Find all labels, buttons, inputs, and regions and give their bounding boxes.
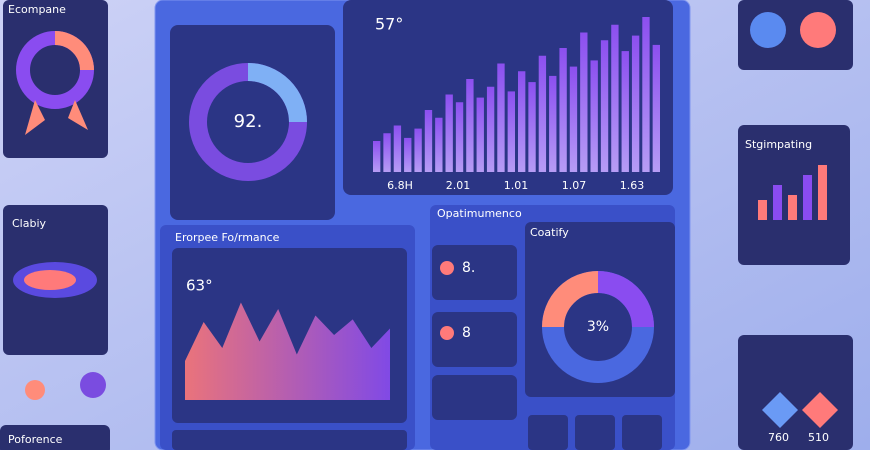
small-bar — [773, 185, 782, 220]
bar — [466, 79, 474, 172]
bar — [518, 71, 526, 172]
item-value: 8. — [462, 260, 475, 276]
card-number: 510 — [808, 431, 829, 444]
ribbon — [25, 100, 88, 135]
bar — [631, 35, 640, 172]
bar — [652, 44, 660, 172]
card-number: 760 — [768, 431, 789, 444]
bar — [507, 91, 515, 172]
diamond — [802, 392, 838, 428]
bar — [600, 40, 609, 172]
pin — [440, 326, 454, 340]
gauge-panel — [170, 25, 335, 220]
bar — [424, 110, 433, 172]
bar — [569, 66, 578, 172]
ellipse — [24, 270, 76, 290]
area — [185, 302, 390, 400]
bar-label: 1.07 — [562, 179, 587, 192]
flower — [25, 380, 45, 400]
card-title: Stgimpating — [745, 138, 812, 151]
flower — [80, 372, 106, 398]
bar — [559, 48, 567, 172]
bar — [580, 32, 588, 172]
bar — [590, 60, 598, 172]
diamond — [762, 392, 798, 428]
donut-segment — [597, 271, 654, 328]
card — [0, 425, 110, 454]
card-title: Clabiy — [12, 217, 47, 230]
small-bar — [803, 175, 812, 220]
bar — [383, 133, 391, 172]
bar — [642, 17, 650, 172]
bar — [549, 75, 557, 172]
item — [432, 245, 517, 300]
icon-tile — [622, 415, 662, 450]
bar — [621, 51, 629, 172]
performance-title: Erorpee Fo/rmance — [175, 231, 280, 244]
bar — [538, 55, 547, 172]
pin — [440, 261, 454, 275]
bar-label: 1.01 — [504, 179, 529, 192]
optimum-title: Opatimumenco — [437, 207, 522, 220]
area-value: 63° — [186, 277, 213, 295]
bar-label: 1.63 — [620, 179, 645, 192]
bar — [373, 141, 381, 172]
bar — [393, 125, 402, 172]
circle — [800, 12, 836, 48]
bar-label: 2.01 — [446, 179, 471, 192]
bar — [445, 94, 453, 172]
bar — [476, 97, 484, 172]
small-bar — [788, 195, 797, 220]
ring-segment — [54, 31, 94, 71]
item — [432, 312, 517, 367]
bar — [414, 128, 422, 172]
donut-title: Coatify — [530, 226, 569, 239]
bar — [486, 86, 495, 172]
donut-segment — [542, 271, 599, 328]
small-bar — [758, 200, 767, 220]
bar — [404, 137, 412, 172]
card-title: Poforence — [8, 433, 63, 446]
bar-label: 6.8H — [387, 179, 413, 192]
circle — [750, 12, 786, 48]
item-value: 8 — [462, 325, 471, 341]
bar-title: 57° — [375, 15, 403, 34]
gauge-segment — [247, 63, 307, 123]
bar — [497, 63, 505, 172]
card — [738, 335, 853, 450]
icon-tile — [575, 415, 615, 450]
card-title: Ecompane — [8, 3, 66, 16]
bar — [611, 24, 619, 172]
icon-tile — [528, 415, 568, 450]
donut-value: 3% — [587, 319, 609, 335]
bar — [455, 102, 464, 172]
footer-row — [172, 430, 407, 450]
item — [432, 375, 517, 420]
gauge-value: 92. — [234, 111, 263, 132]
bar — [435, 117, 443, 172]
bar — [528, 82, 536, 172]
small-bar — [818, 165, 827, 220]
